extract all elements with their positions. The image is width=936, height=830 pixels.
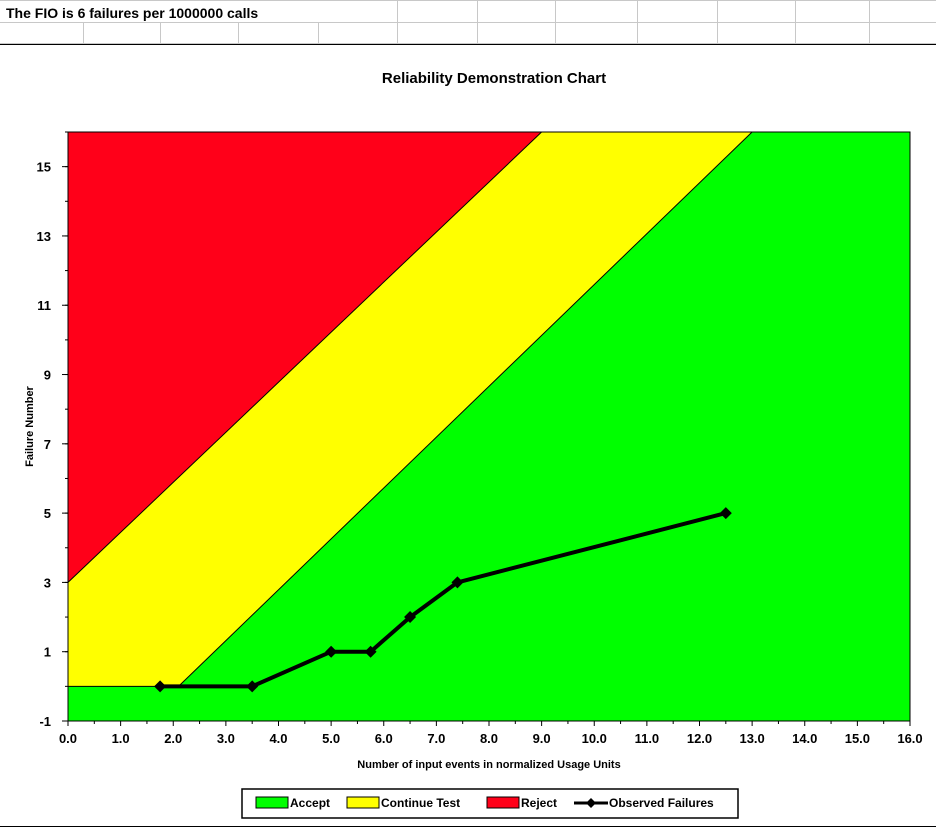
legend-reject-label: Reject <box>521 796 557 810</box>
observed-failure-marker <box>719 507 732 520</box>
x-tick-label: 4.0 <box>269 731 287 746</box>
x-tick-label: 1.0 <box>112 731 130 746</box>
x-axis-label: Number of input events in normalized Usa… <box>357 759 620 771</box>
observed-failure-marker <box>404 611 417 624</box>
y-tick-label: 1 <box>44 645 51 660</box>
y-tick-label: -1 <box>39 714 51 729</box>
x-tick-label: 3.0 <box>217 731 235 746</box>
observed-failure-marker <box>364 645 377 658</box>
x-tick-label: 11.0 <box>635 731 660 746</box>
observed-failure-marker <box>154 680 167 693</box>
observed-failure-marker <box>246 680 259 693</box>
y-tick-label: 15 <box>37 160 51 175</box>
x-tick-label: 15.0 <box>845 731 870 746</box>
x-tick-label: 10.0 <box>582 731 607 746</box>
x-tick-label: 6.0 <box>375 731 393 746</box>
x-tick-label: 0.0 <box>59 731 77 746</box>
x-tick-label: 13.0 <box>739 731 764 746</box>
x-tick-label: 12.0 <box>687 731 712 746</box>
legend-continue-test-label: Continue Test <box>381 796 460 810</box>
x-tick-label: 16.0 <box>897 731 922 746</box>
spreadsheet-cell-fio[interactable]: The FIO is 6 failures per 1000000 calls <box>6 5 259 21</box>
legend-continue-test-swatch <box>346 796 380 809</box>
x-tick-label: 9.0 <box>533 731 551 746</box>
x-tick-label: 2.0 <box>164 731 182 746</box>
x-tick-label: 8.0 <box>480 731 498 746</box>
legend-accept-swatch <box>255 796 289 809</box>
legend-accept-label: Accept <box>290 796 330 810</box>
y-tick-label: 7 <box>44 437 51 452</box>
legend-observed-label: Observed Failures <box>609 796 714 810</box>
observed-failure-marker <box>325 645 338 658</box>
y-axis-label: Failure Number <box>24 385 36 466</box>
y-tick-label: 9 <box>44 368 51 383</box>
y-tick-label: 13 <box>37 229 51 244</box>
observed-failure-marker <box>451 576 464 589</box>
reject-boundary-line <box>67 131 542 583</box>
x-tick-label: 14.0 <box>792 731 817 746</box>
y-tick-label: 11 <box>37 298 51 313</box>
x-tick-label: 5.0 <box>322 731 340 746</box>
y-tick-label: 5 <box>44 506 51 521</box>
x-tick-label: 7.0 <box>427 731 445 746</box>
chart-title: Reliability Demonstration Chart <box>382 70 606 87</box>
y-tick-label: 3 <box>44 575 51 590</box>
legend-observed-marker <box>586 798 596 808</box>
region-continue-test <box>68 132 753 687</box>
legend-reject-swatch <box>486 796 520 809</box>
